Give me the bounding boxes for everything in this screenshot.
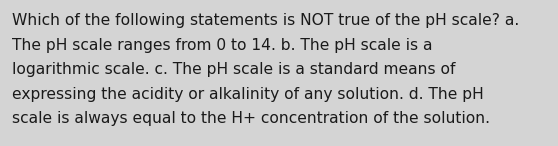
- Text: expressing the acidity or alkalinity of any solution. d. The pH: expressing the acidity or alkalinity of …: [12, 87, 484, 102]
- Text: The pH scale ranges from 0 to 14. b. The pH scale is a: The pH scale ranges from 0 to 14. b. The…: [12, 38, 433, 53]
- Text: scale is always equal to the H+ concentration of the solution.: scale is always equal to the H+ concentr…: [12, 111, 490, 126]
- Text: Which of the following statements is NOT true of the pH scale? a.: Which of the following statements is NOT…: [12, 13, 519, 28]
- Text: logarithmic scale. c. The pH scale is a standard means of: logarithmic scale. c. The pH scale is a …: [12, 62, 456, 77]
